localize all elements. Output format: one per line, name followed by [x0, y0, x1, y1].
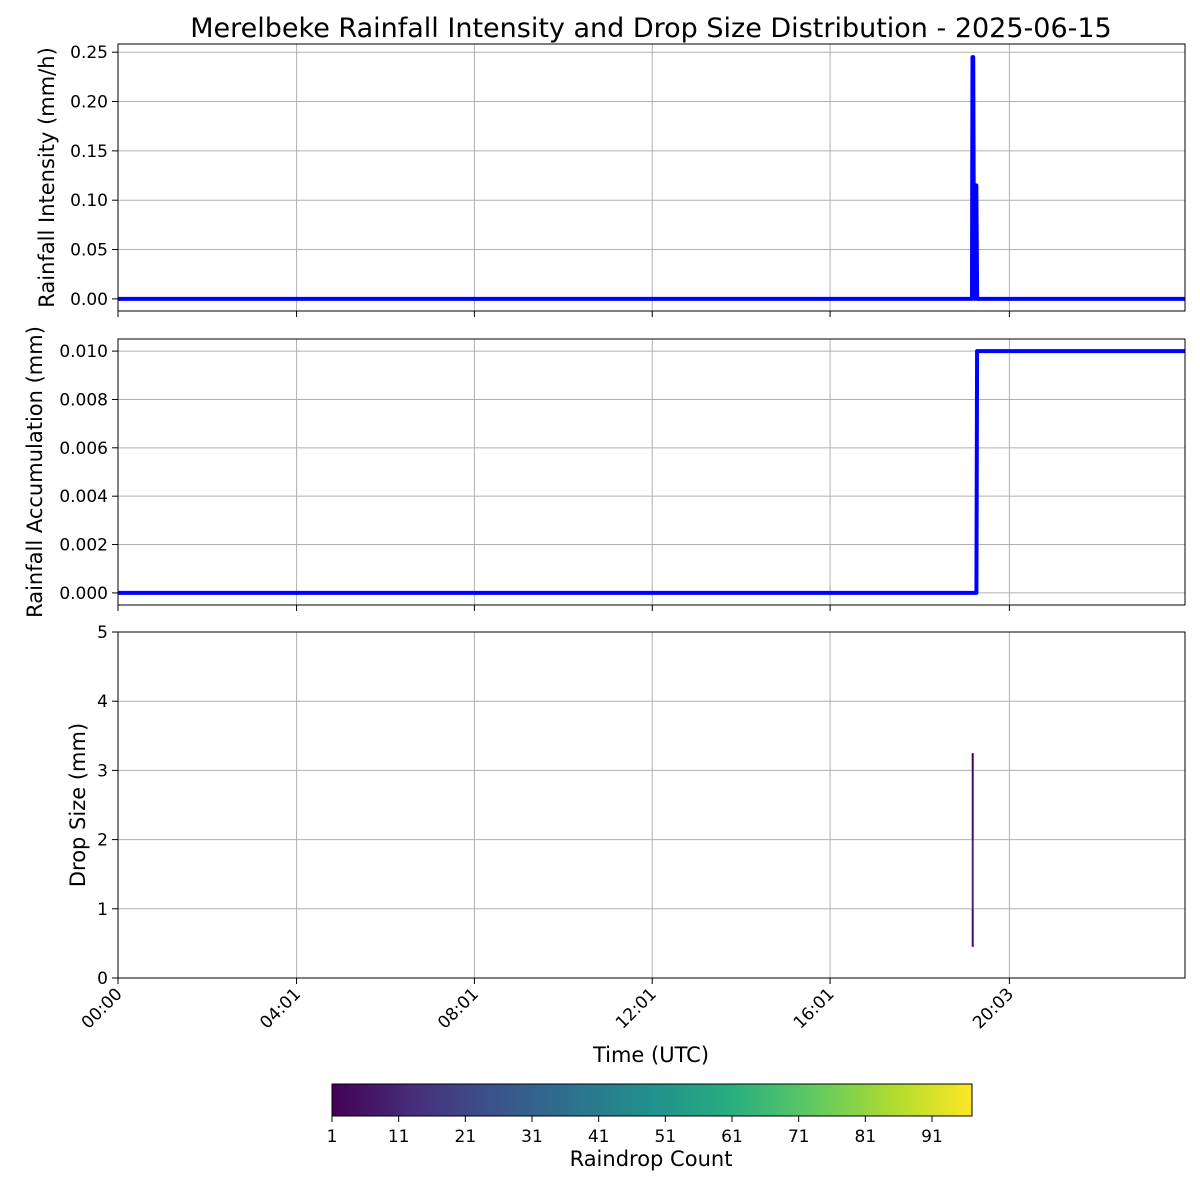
- colorbar-tick-label: 41: [588, 1127, 610, 1147]
- colorbar-tick-label: 21: [455, 1127, 477, 1147]
- drop-size-cell: [971, 908, 974, 947]
- drop-size-y-tick-label: 1: [97, 900, 108, 920]
- colorbar-label: Raindrop Count: [570, 1147, 733, 1171]
- intensity-y-tick-label: 0.15: [70, 142, 108, 162]
- x-tick-label: 16:01: [790, 984, 839, 1033]
- x-tick-label: 04:01: [256, 984, 305, 1033]
- colorbar-tick-label: 51: [655, 1127, 677, 1147]
- accumulation-ticks: 0.000 0.002 0.004 0.006 0.008 0.010: [59, 342, 1010, 611]
- drop-size-cell: [971, 839, 974, 909]
- accumulation-y-tick-label: 0.004: [59, 487, 108, 507]
- intensity-y-tick-label: 0.20: [70, 93, 108, 113]
- colorbar-tick-label: 91: [921, 1127, 943, 1147]
- accumulation-panel: 0.000 0.002 0.004 0.006 0.008 0.010 Rainfall …: [23, 326, 1186, 618]
- colorbar-tick-label: 61: [721, 1127, 743, 1147]
- drop-size-y-tick-label: 4: [97, 692, 108, 712]
- colorbar-tick-label: 11: [388, 1127, 410, 1147]
- intensity-plot-area: [118, 55, 1185, 301]
- colorbar-gradient: [331, 1083, 973, 1117]
- drop-size-y-tick-label: 5: [97, 623, 108, 643]
- drop-size-plot-area: [971, 753, 974, 947]
- accumulation-axes-frame: [117, 338, 1186, 606]
- x-tick-label: 20:03: [969, 984, 1018, 1033]
- intensity-axes-frame: [117, 43, 1186, 312]
- drop-size-ticks: 00:00 04:01 08:01 12:01 16:01 20:03 0 1 2 3 4 5: [78, 623, 1018, 1033]
- accumulation-series-line: [118, 349, 1185, 595]
- drop-size-y-axis-label: Drop Size (mm): [66, 723, 90, 887]
- intensity-y-tick-label: 0.25: [70, 43, 108, 63]
- intensity-y-tick-label: 0.05: [70, 241, 108, 261]
- accumulation-y-tick-label: 0.000: [59, 584, 108, 604]
- drop-size-y-tick-label: 2: [97, 831, 108, 851]
- drop-size-cell: [971, 770, 974, 840]
- x-tick-label: 12:01: [612, 984, 661, 1033]
- accumulation-y-axis-label: Rainfall Accumulation (mm): [23, 326, 47, 618]
- intensity-y-axis-label: Rainfall Intensity (mm/h): [35, 47, 59, 308]
- accumulation-y-tick-label: 0.006: [59, 439, 108, 459]
- drop-size-y-tick-label: 3: [97, 761, 108, 781]
- intensity-y-tick-label: 0.00: [70, 290, 108, 310]
- intensity-panel: 0.00 0.05 0.10 0.15 0.20 0.25 Rainfall Intens…: [35, 43, 1186, 317]
- intensity-series-line: [118, 55, 1185, 301]
- x-tick-label: 08:01: [434, 984, 483, 1033]
- accumulation-plot-area: [118, 349, 1185, 595]
- intensity-ticks: 0.00 0.05 0.10 0.15 0.20 0.25: [70, 43, 1010, 317]
- intensity-y-tick-label: 0.10: [70, 191, 108, 211]
- drop-size-gridlines: [117, 631, 1185, 979]
- accumulation-y-tick-label: 0.010: [59, 342, 108, 362]
- colorbar-tick-label: 1: [327, 1127, 338, 1147]
- drop-size-axes-frame: [117, 631, 1186, 979]
- accumulation-y-tick-label: 0.002: [59, 536, 108, 556]
- drop-size-cell: [971, 753, 974, 771]
- colorbar-tick-label: 71: [788, 1127, 810, 1147]
- colorbar: 1 11 21 31 41 51 61 71 81 91 Raindrop Count: [327, 1083, 973, 1171]
- drop-size-panel: 00:00 04:01 08:01 12:01 16:01 20:03 0 1 2 3 4 5 Dro…: [66, 623, 1186, 1067]
- x-tick-label: 00:00: [78, 984, 127, 1033]
- intensity-gridlines: [117, 44, 1185, 311]
- colorbar-tick-label: 81: [855, 1127, 877, 1147]
- drop-size-y-tick-label: 0: [97, 969, 108, 989]
- x-axis-label: Time (UTC): [592, 1043, 709, 1067]
- accumulation-gridlines: [117, 339, 1185, 605]
- accumulation-y-tick-label: 0.008: [59, 390, 108, 410]
- figure-title: Merelbeke Rainfall Intensity and Drop Si…: [190, 13, 1111, 44]
- colorbar-ticks: 1 11 21 31 41 51 61 71 81 91: [327, 1116, 943, 1147]
- colorbar-tick-label: 31: [521, 1127, 543, 1147]
